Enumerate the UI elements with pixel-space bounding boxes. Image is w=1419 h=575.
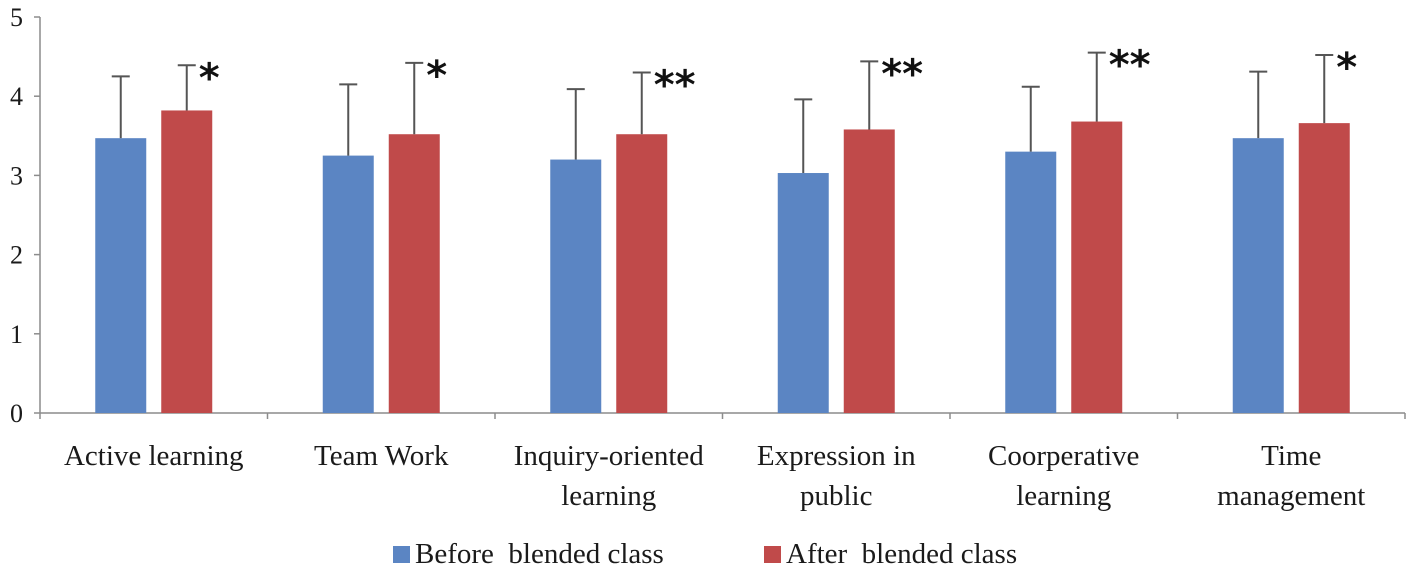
bar-before-4 xyxy=(1005,151,1057,413)
legend-swatch-after xyxy=(764,546,781,563)
chart-error-bars xyxy=(111,51,1334,174)
chart-bars xyxy=(95,110,1350,414)
x-category-label: Coorperative xyxy=(988,440,1139,472)
x-category-label: Time xyxy=(1261,440,1321,472)
chart-category-labels: Active learning Team Work Inquiry-oriented… xyxy=(64,440,1365,512)
x-category-label: public xyxy=(800,480,873,512)
significance-mark: ** xyxy=(881,51,923,97)
x-category-label: learning xyxy=(561,480,656,512)
legend-swatch-before xyxy=(393,546,410,563)
x-category-label: Active learning xyxy=(64,440,244,472)
significance-mark: ** xyxy=(1109,43,1151,89)
bar-before-0 xyxy=(95,138,147,413)
bar-after-4 xyxy=(1071,121,1123,413)
significance-mark: * xyxy=(199,55,220,101)
y-tick-label: 3 xyxy=(10,161,23,190)
y-tick-label: 1 xyxy=(10,320,23,349)
significance-mark: ** xyxy=(654,62,696,108)
chart-legend: Before blended class After blended class xyxy=(393,538,1017,570)
legend-label-after: After blended class xyxy=(786,538,1017,570)
bar-before-3 xyxy=(777,173,829,413)
legend-label-before: Before blended class xyxy=(415,538,664,570)
y-tick-label: 4 xyxy=(10,82,23,111)
bar-before-1 xyxy=(322,155,374,413)
bar-after-3 xyxy=(843,129,895,414)
significance-mark: * xyxy=(1336,45,1357,91)
x-category-label: learning xyxy=(1016,480,1111,512)
bar-before-2 xyxy=(550,159,602,413)
bar-before-5 xyxy=(1232,138,1284,413)
y-tick-label: 2 xyxy=(10,241,23,270)
significance-mark: * xyxy=(426,53,447,99)
bar-after-5 xyxy=(1298,123,1350,414)
bar-after-0 xyxy=(161,110,213,414)
x-category-label: Expression in xyxy=(757,440,916,472)
x-category-label: management xyxy=(1217,480,1365,512)
bar-after-2 xyxy=(616,134,668,413)
x-category-label: Team Work xyxy=(314,440,449,472)
x-category-label: Inquiry-oriented xyxy=(514,440,705,472)
y-tick-label: 0 xyxy=(10,399,23,428)
chart-significance-marks: * * ** ** ** * xyxy=(199,43,1358,109)
bar-after-1 xyxy=(388,134,440,413)
chart-axes: 0 1 2 3 4 5 xyxy=(10,3,1406,428)
y-tick-label: 5 xyxy=(10,3,23,32)
